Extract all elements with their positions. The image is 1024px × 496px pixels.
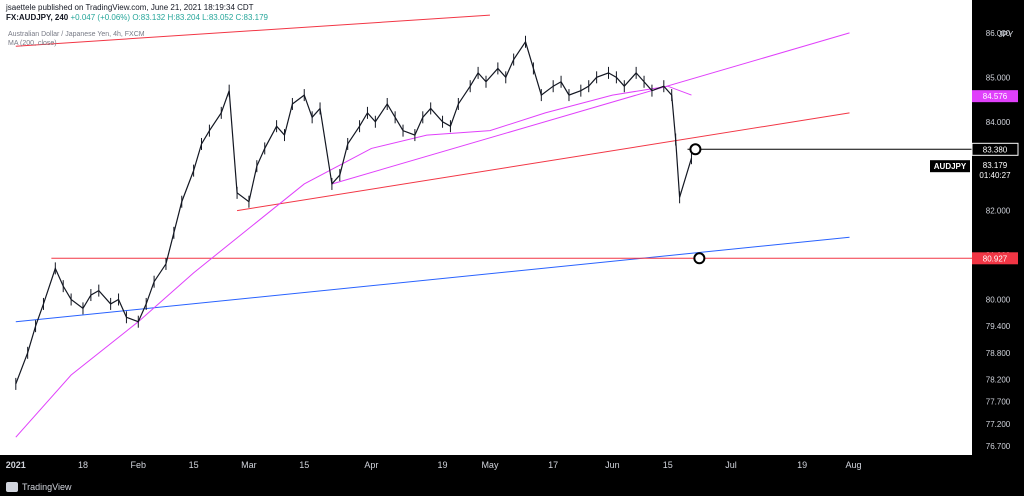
y-tick-4: 82.000 — [986, 207, 1011, 216]
time-axis — [0, 455, 1024, 478]
trendline-3 — [15, 236, 850, 323]
ma-200-line — [15, 85, 692, 438]
last-price-symbol-bg — [930, 160, 970, 173]
x-tick-5: 15 — [299, 460, 309, 470]
trendline-1 — [236, 112, 850, 212]
x-tick-4: Mar — [241, 460, 257, 470]
y-tick-2: 84.000 — [986, 118, 1011, 127]
footer-bar: TradingView — [0, 478, 1024, 496]
x-tick-3: 15 — [189, 460, 199, 470]
publisher-line: jsaettele published on TradingView.com, … — [6, 3, 254, 12]
instrument-legend: Australian Dollar / Japanese Yen, 4h, FX… — [8, 31, 145, 38]
last-price-bg — [972, 159, 1018, 182]
y-tick-9: 78.200 — [986, 375, 1011, 384]
x-tick-6: Apr — [364, 460, 378, 470]
x-tick-11: 15 — [663, 460, 673, 470]
x-tick-14: Aug — [845, 460, 861, 470]
footer-brand[interactable]: TradingView — [22, 482, 72, 492]
y-tick-6: 80.000 — [986, 295, 1011, 304]
y-tick-0: 86.000 — [986, 29, 1011, 38]
price-label-0: 84.576 — [983, 92, 1008, 101]
price-axis — [972, 0, 1024, 478]
ohlc-label: O:83.132 H:83.204 L:83.052 C:83.179 — [132, 13, 268, 22]
last-price-value: 83.179 — [983, 161, 1008, 170]
last-price-countdown: 01:40:27 — [979, 171, 1011, 180]
last-price-symbol: AUDJPY — [934, 162, 967, 171]
price-label-bg-0 — [972, 90, 1018, 103]
trendline-0 — [15, 14, 490, 47]
y-tick-11: 77.200 — [986, 420, 1011, 429]
y-tick-8: 78.800 — [986, 349, 1011, 358]
y-tick-1: 85.000 — [986, 73, 1011, 82]
x-tick-13: 19 — [797, 460, 807, 470]
x-tick-2: Feb — [131, 460, 147, 470]
price-label-bg-1 — [971, 142, 1019, 156]
y-tick-10: 77.700 — [986, 398, 1011, 407]
tradingview-logo-icon — [6, 482, 18, 492]
change-label: +0.047 (+0.06%) — [70, 13, 131, 22]
y-tick-12: 76.700 — [986, 442, 1011, 451]
price-label-bg-2 — [972, 252, 1018, 265]
price-label-2: 80.927 — [983, 254, 1008, 263]
circle-marker-0 — [689, 143, 702, 156]
price-label-1: 83.380 — [983, 145, 1008, 154]
x-tick-8: May — [481, 460, 499, 470]
x-tick-0: 2021 — [6, 460, 26, 470]
x-tick-7: 19 — [438, 460, 448, 470]
y-tick-7: 79.400 — [986, 322, 1011, 331]
x-tick-9: 17 — [548, 460, 558, 470]
symbol-label: FX:AUDJPY, 240 — [6, 13, 69, 22]
price-line — [15, 40, 693, 385]
x-tick-10: Jun — [605, 460, 620, 470]
circle-marker-1 — [693, 252, 706, 265]
x-tick-1: 18 — [78, 460, 88, 470]
x-tick-12: Jul — [725, 460, 737, 470]
ma-legend: MA (200, close) — [8, 40, 57, 47]
currency-label: JPY — [999, 30, 1014, 39]
trendline-2 — [331, 32, 850, 185]
symbol-line: FX:AUDJPY, 240 +0.047 (+0.06%) O:83.132 … — [6, 13, 268, 22]
